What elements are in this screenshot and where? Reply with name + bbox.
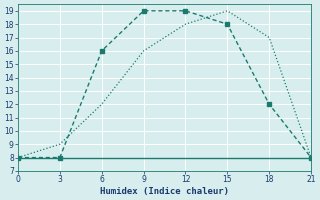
X-axis label: Humidex (Indice chaleur): Humidex (Indice chaleur) xyxy=(100,187,229,196)
